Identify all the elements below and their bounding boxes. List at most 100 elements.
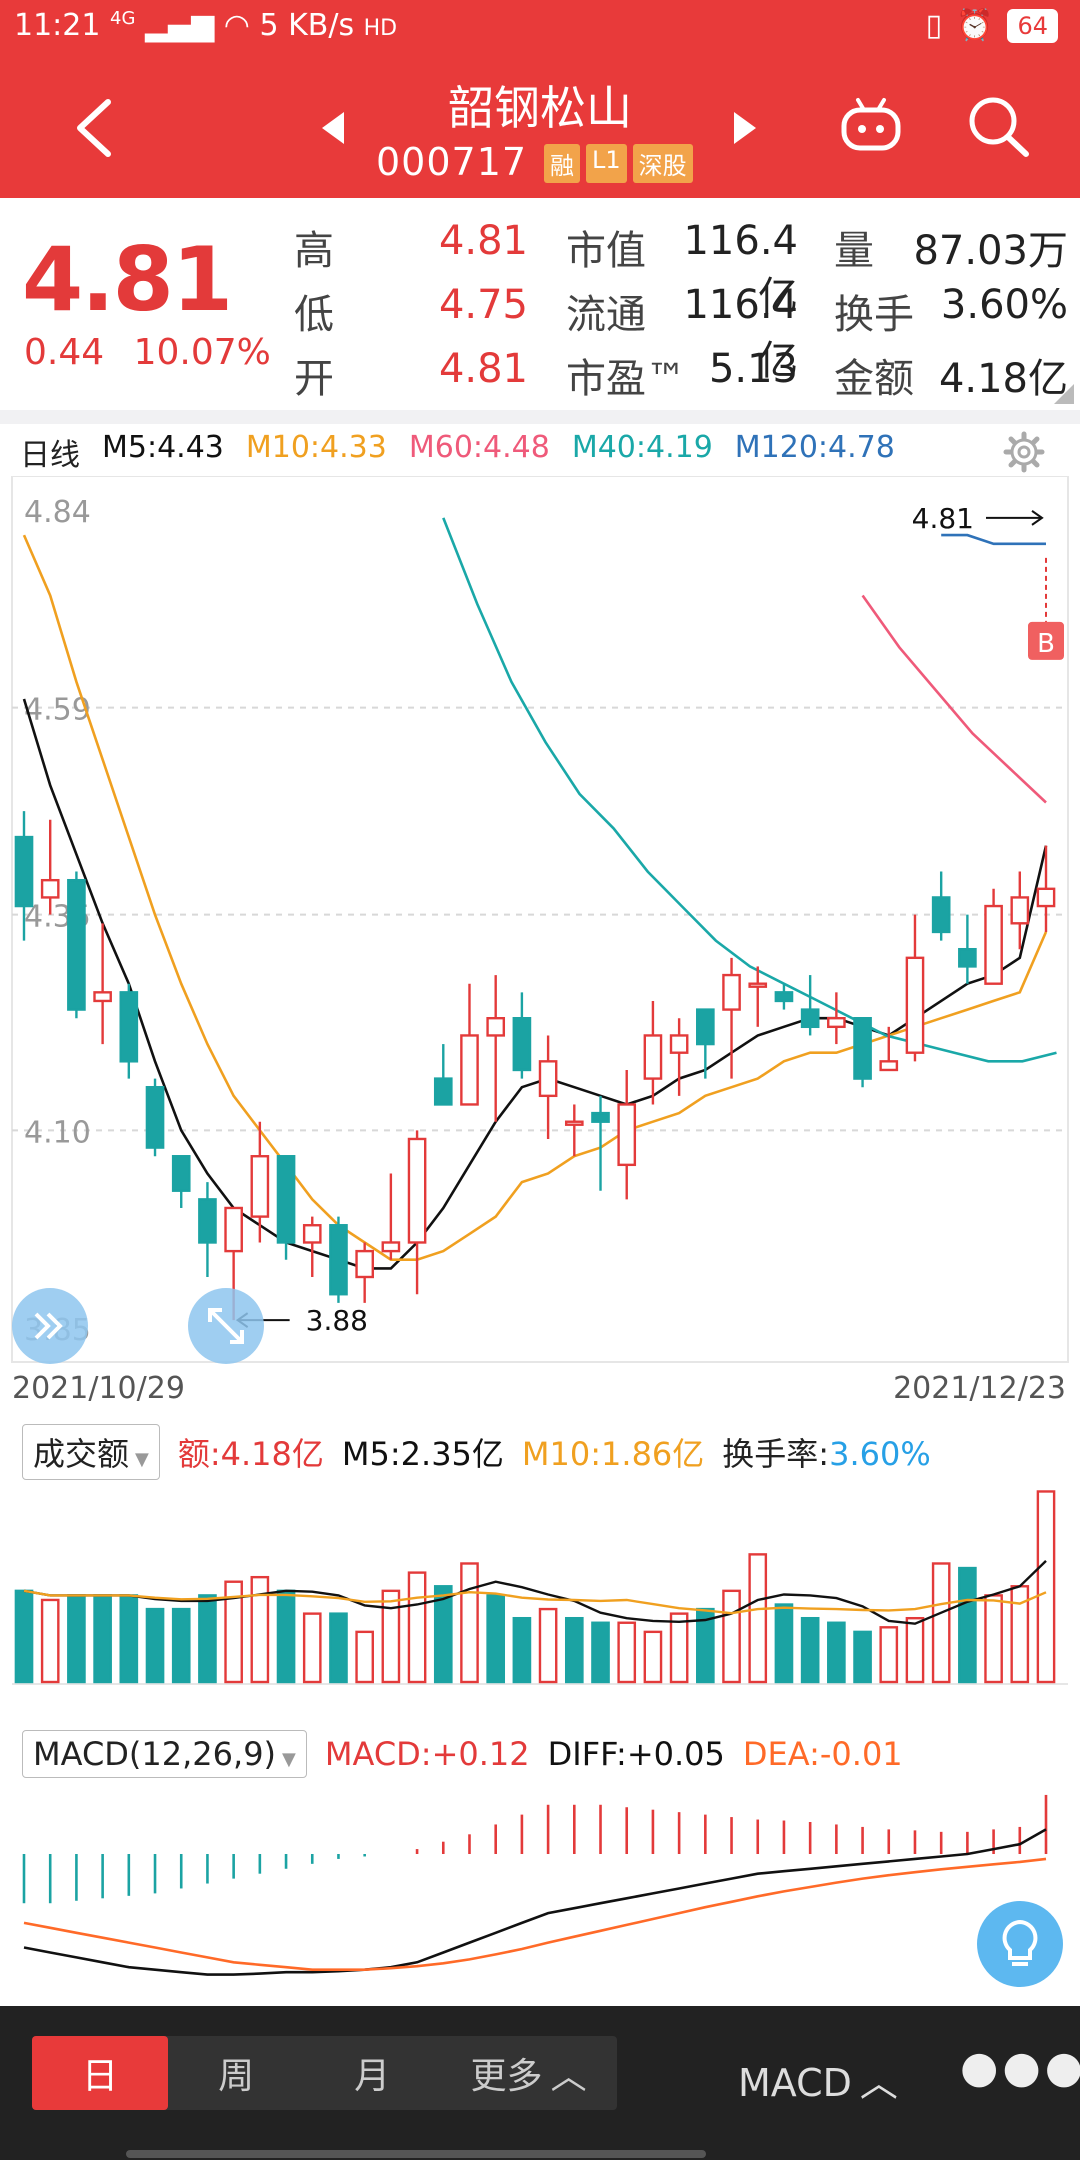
high-arrow-head [1031, 510, 1044, 526]
candle-body [407, 1137, 427, 1244]
kline-grid [12, 706, 1068, 1132]
candle-body [171, 1155, 191, 1192]
status-right: ▯ ⏰ 64 [926, 8, 1058, 43]
value-amount: 4.18亿 [938, 356, 1068, 402]
tab-day[interactable]: 日 [32, 2036, 169, 2110]
change-amount: 0.44 [24, 332, 105, 373]
robot-assistant-icon[interactable] [838, 94, 904, 156]
tab-more-label: 更多 [470, 2056, 543, 2097]
macd-lines [23, 1828, 1047, 1976]
label-market-cap: 市值 [566, 228, 646, 274]
label-amount: 金额 [834, 356, 914, 402]
kline-ma-lines [22, 517, 1057, 1270]
ma10-value: M10:4.33 [245, 430, 387, 465]
quote-panel: 4.81 0.44 10.07% 高 4.81 市值 116.4亿 量 87.0… [0, 198, 1080, 410]
volume-bar [171, 1607, 191, 1684]
label-low: 低 [294, 292, 334, 338]
tab-more[interactable]: 更多 ︿ [440, 2036, 617, 2110]
volume-bar [433, 1585, 453, 1684]
candle-body [984, 904, 1003, 985]
collapse-panel-button[interactable] [10, 1286, 90, 1366]
signal-icon: ▂▄▆ [144, 8, 215, 43]
tag-shenzhen: 深股 [632, 144, 693, 183]
candle-body [800, 1008, 820, 1029]
label-turnover: 换手 [834, 292, 914, 338]
macd-value: MACD:+0.12 [324, 1735, 530, 1773]
change-percent: 10.07% [133, 332, 271, 373]
tag-level1: L1 [586, 144, 627, 183]
volume-bar [905, 1616, 925, 1684]
candle-body [774, 991, 794, 1003]
bottom-toolbar: 日 周 月 更多 ︿ MACD ︿ ●●● [0, 2006, 1080, 2160]
settings-gear-icon[interactable] [1002, 430, 1046, 474]
candle-body [224, 1206, 243, 1253]
more-options-icon[interactable]: ●●● [960, 2042, 1080, 2093]
macd-chart[interactable] [0, 1786, 1080, 1986]
macd-selector-label: MACD(12,26,9) [33, 1735, 277, 1773]
period-tabs: 日 周 月 更多 ︿ [32, 2036, 617, 2110]
candle-body [198, 1198, 217, 1244]
candle-body [669, 1034, 689, 1054]
search-icon[interactable] [966, 94, 1032, 160]
tab-month[interactable]: 月 [354, 2056, 391, 2097]
ma-line-m10 [22, 534, 1048, 1262]
tab-week[interactable]: 周 [218, 2056, 255, 2097]
volume-bar [381, 1589, 401, 1684]
price-change: 0.44 10.07% [24, 332, 289, 373]
volume-bar [355, 1630, 374, 1684]
volume-chart[interactable] [0, 1480, 1080, 1686]
indicator-switch[interactable]: MACD ︿ [738, 2052, 898, 2107]
label-open: 开 [294, 356, 334, 402]
value-pe: 5.13 [708, 346, 798, 392]
volume-ma5-line [23, 1560, 1047, 1625]
value-low: 4.75 [438, 282, 528, 328]
value-market-cap: 116.4亿 [683, 218, 798, 320]
macd-bars [22, 1794, 1048, 1904]
high-price-marker: 4.81 [912, 502, 974, 535]
candle-body [1036, 887, 1056, 908]
battery-icon: 64 [1007, 8, 1058, 43]
volume-indicator-select[interactable]: 成交额 ▼ [22, 1424, 160, 1480]
candle-body [276, 1155, 296, 1244]
wifi-icon: ◠ [223, 8, 250, 43]
candle-body [538, 1060, 558, 1098]
turnover-rate-label: 换手率: [722, 1435, 830, 1473]
current-price: 4.81 [22, 228, 233, 331]
ma5-value: M5:4.43 [102, 430, 224, 465]
volume-bar [827, 1621, 846, 1684]
kline-candles [14, 811, 1056, 1321]
tag-margin: 融 [544, 144, 580, 183]
volume-bar [14, 1589, 34, 1684]
ma-line-m120 [941, 533, 1046, 546]
candle-body [591, 1111, 610, 1123]
candle-body [250, 1155, 270, 1218]
volume-bars [14, 1490, 1056, 1684]
prev-stock-icon[interactable] [318, 108, 348, 148]
back-arrow-icon[interactable] [72, 98, 116, 158]
buy-marker-label: B [1037, 629, 1055, 659]
fullscreen-button[interactable] [186, 1286, 266, 1366]
expand-corner-icon[interactable] [1050, 380, 1076, 406]
volume-bar [407, 1571, 427, 1684]
candle-body [879, 1060, 899, 1072]
tips-lightbulb-button[interactable] [976, 1900, 1064, 1988]
section-divider [0, 410, 1080, 424]
candle-body [40, 878, 60, 899]
volume-bar [774, 1603, 794, 1684]
label-volume: 量 [834, 228, 874, 274]
net-speed: 5 KB/s [259, 8, 355, 43]
candle-body [827, 1017, 846, 1029]
candle-body [564, 1120, 584, 1126]
next-stock-icon[interactable] [730, 108, 760, 148]
macd-indicator-select[interactable]: MACD(12,26,9) ▼ [22, 1730, 307, 1778]
volume-bar [119, 1594, 139, 1684]
amount-value: 额:4.18亿 [177, 1435, 324, 1473]
volume-bar [800, 1616, 820, 1684]
kline-frame [11, 476, 1069, 1363]
chevron-down-icon: ▼ [282, 1749, 296, 1770]
volume-bar [643, 1630, 663, 1684]
volume-bar [669, 1612, 689, 1684]
candle-body [381, 1241, 401, 1253]
kline-y-tick-label: 4.84 [24, 495, 91, 530]
